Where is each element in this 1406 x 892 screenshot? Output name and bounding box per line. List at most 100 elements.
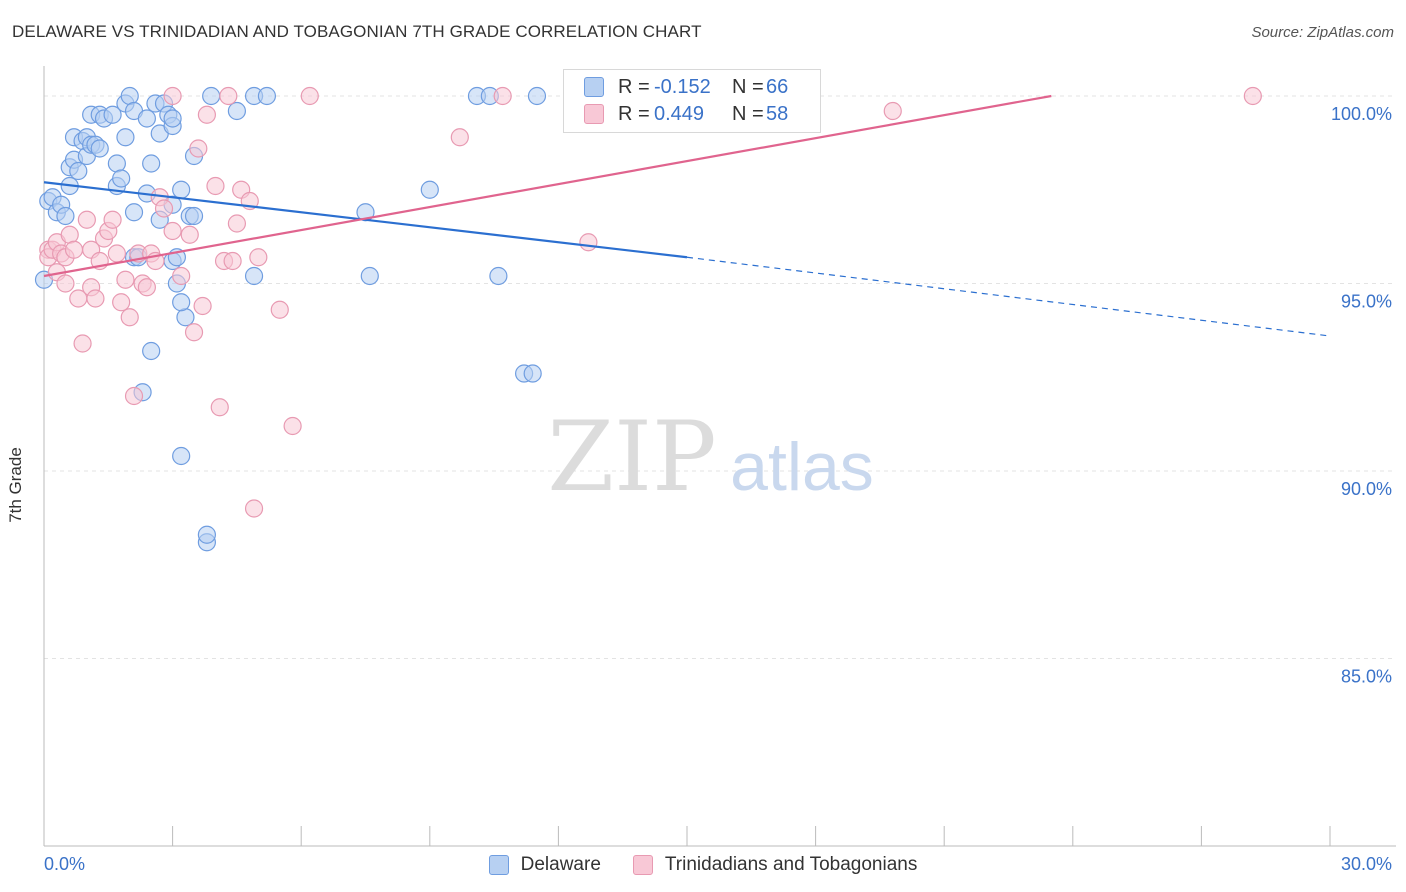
trinidadian-point	[210, 398, 229, 417]
delaware-point	[112, 169, 131, 188]
trinidadian-point	[283, 416, 302, 436]
delaware-point	[107, 154, 126, 173]
y-tick-label: 95.0%	[1341, 292, 1392, 312]
x-tick-label: 0.0%	[44, 854, 85, 874]
y-tick-label: 85.0%	[1341, 667, 1392, 687]
y-tick-label: 100.0%	[1331, 104, 1392, 124]
delaware-trend-extension	[686, 256, 1331, 337]
trinidadian-point	[493, 86, 512, 106]
legend-label: Delaware	[520, 854, 601, 875]
delaware-point	[172, 446, 191, 466]
trinidadian-point	[1243, 86, 1262, 106]
trinidadian-point	[73, 334, 92, 353]
delaware-point	[244, 266, 264, 286]
trinidadian-point	[244, 499, 264, 518]
grid-lines	[44, 95, 1396, 659]
trinidadian-point	[163, 221, 182, 241]
tick-labels: 100.0% 95.0% 90.0% 85.0% 0.0% 30.0%	[44, 104, 1392, 874]
legend-swatch-blue	[488, 855, 509, 875]
trinidadian-point	[124, 386, 144, 406]
watermark-zip: ZIP	[547, 401, 716, 513]
delaware-point	[69, 161, 88, 181]
trinidadian-point	[189, 139, 208, 158]
r-label: R =	[618, 75, 650, 98]
n-label: N =	[732, 75, 764, 98]
trinidadian-point	[172, 266, 191, 286]
trinidadian-point	[223, 251, 242, 271]
trinidadian-point	[137, 278, 156, 297]
delaware-point	[527, 86, 547, 106]
delaware-point	[227, 101, 246, 121]
trend-lines	[43, 94, 1331, 337]
trinidadian-point	[579, 233, 598, 252]
r-value: 0.449	[654, 102, 705, 125]
delaware-point	[184, 206, 204, 226]
delaware-point	[163, 109, 182, 128]
trinidadian-point	[219, 86, 238, 106]
source-label: Source: ZipAtlas.com	[1251, 24, 1394, 41]
delaware-point	[489, 266, 508, 286]
delaware-point	[420, 180, 439, 199]
delaware-point	[360, 266, 379, 286]
delaware-point	[523, 364, 542, 383]
delaware-swatch	[584, 77, 604, 97]
delaware-point	[197, 525, 216, 544]
trinidadian-point	[103, 210, 122, 229]
trinidadian-point	[193, 296, 212, 316]
stats-legend: R = -0.152 N = 66 R = 0.449 N = 58	[563, 69, 821, 133]
delaware-point	[120, 86, 139, 106]
trinidadian-point	[197, 105, 216, 124]
data-points	[34, 86, 1262, 552]
legend-item-delaware: Delaware	[488, 854, 601, 876]
trinidadian-point	[180, 225, 199, 244]
trinidadian-trend-line	[43, 94, 1052, 278]
delaware-point	[124, 203, 144, 222]
n-label: N =	[732, 102, 764, 125]
legend-swatch-pink	[632, 855, 653, 875]
trinidadian-point	[116, 270, 135, 289]
delaware-point	[176, 308, 195, 327]
delaware-point	[137, 109, 156, 128]
trinidadian-point	[77, 210, 96, 229]
stats-row-delaware: R = -0.152 N = 66	[584, 74, 788, 100]
trinidadian-point	[450, 128, 469, 147]
trinidadian-point	[112, 293, 131, 312]
trinidadian-point	[154, 199, 174, 218]
watermark: ZIP atlas	[547, 401, 873, 513]
trinidadian-point	[270, 300, 289, 319]
trinidadian-point	[56, 274, 75, 293]
trinidadian-point	[107, 244, 126, 263]
watermark-atlas: atlas	[730, 429, 874, 505]
n-value: 58	[766, 102, 789, 125]
r-value: -0.152	[654, 75, 711, 98]
legend-item-trinidadian: Trinidadians and Tobagonians	[632, 854, 918, 876]
r-label: R =	[618, 102, 650, 125]
trinidadian-point	[120, 308, 139, 327]
trinidadian-point	[86, 289, 105, 308]
trinidadian-point	[206, 176, 225, 196]
delaware-trend-line	[43, 181, 688, 259]
x-tick-label: 30.0%	[1341, 854, 1392, 874]
delaware-point	[116, 128, 135, 147]
n-value: 66	[766, 75, 789, 98]
stats-row-trinidadian: R = 0.449 N = 58	[584, 101, 788, 127]
delaware-point	[202, 86, 221, 106]
legend-label: Trinidadians and Tobagonians	[664, 854, 918, 875]
delaware-point	[257, 86, 277, 106]
delaware-point	[172, 180, 191, 199]
delaware-point	[172, 293, 191, 312]
trinidadian-point	[163, 86, 182, 106]
trinidadian-point	[60, 225, 79, 244]
y-tick-label: 90.0%	[1341, 479, 1392, 499]
trinidadian-point	[227, 214, 246, 233]
trinidadian-point	[64, 240, 84, 259]
delaware-point	[103, 105, 122, 124]
trinidadian-point	[300, 86, 319, 106]
delaware-point	[142, 154, 161, 173]
trinidadian-point	[249, 248, 268, 267]
delaware-point	[142, 341, 161, 361]
delaware-point	[90, 139, 109, 158]
series-legend: Delaware Trinidadians and Tobagonians	[0, 852, 1406, 878]
trinidadian-point	[883, 101, 902, 121]
